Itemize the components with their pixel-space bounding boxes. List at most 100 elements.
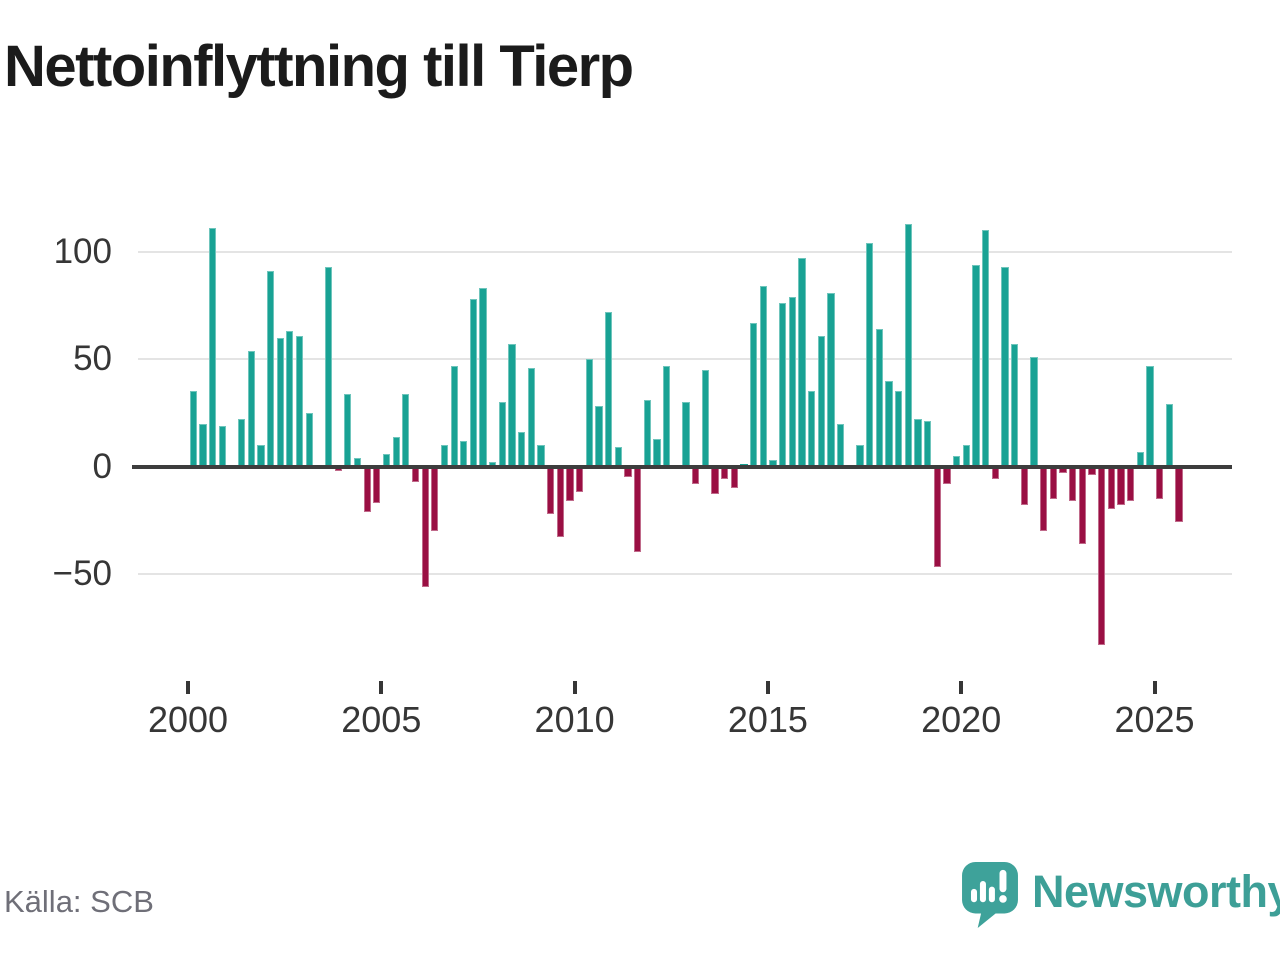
positive-bar xyxy=(498,402,507,467)
positive-bar xyxy=(324,266,333,467)
positive-bar xyxy=(1165,404,1174,467)
negative-bar xyxy=(421,466,429,587)
negative-bar xyxy=(363,466,371,512)
negative-bar xyxy=(1078,466,1087,544)
negative-bar xyxy=(411,466,420,482)
positive-bar xyxy=(1011,344,1019,467)
x-axis-tick-2020 xyxy=(959,681,964,694)
negative-bar xyxy=(730,466,739,488)
positive-bar xyxy=(1001,266,1009,467)
positive-bar xyxy=(914,419,922,467)
negative-bar xyxy=(692,466,700,484)
x-axis-label-2000: 2000 xyxy=(147,699,229,740)
negative-bar xyxy=(1107,466,1116,510)
negative-bar xyxy=(1175,466,1183,523)
positive-bar xyxy=(895,391,903,467)
negative-bar xyxy=(1127,466,1135,501)
positive-bar xyxy=(750,322,758,467)
negative-bar xyxy=(547,466,555,514)
negative-bar xyxy=(1117,466,1125,506)
positive-bar xyxy=(962,445,971,467)
positive-bar xyxy=(286,331,294,467)
newsworthy-speech-bubble-chart-icon xyxy=(962,862,1018,928)
negative-bar xyxy=(576,466,584,493)
x-axis-label-2010: 2010 xyxy=(534,699,615,740)
negative-bar xyxy=(1069,466,1077,501)
positive-bar xyxy=(653,438,661,467)
positive-bar xyxy=(266,271,275,467)
negative-bar xyxy=(431,466,439,531)
y-axis-label-100: 100 xyxy=(53,231,112,271)
positive-bar xyxy=(1146,365,1154,467)
y-axis-label-0: 0 xyxy=(92,446,112,486)
x-axis-tick-2025 xyxy=(1152,681,1157,694)
positive-bar xyxy=(798,258,806,467)
x-axis-tick-2015 xyxy=(765,681,770,694)
positive-bar xyxy=(402,393,410,467)
positive-bar xyxy=(605,312,613,467)
positive-bar xyxy=(208,228,217,467)
negative-bar xyxy=(556,466,565,538)
source-credit: Källa: SCB xyxy=(4,884,154,919)
positive-bar xyxy=(1030,357,1038,467)
negative-bar xyxy=(1040,466,1048,531)
x-axis-label-2020: 2020 xyxy=(921,699,1002,740)
positive-bar xyxy=(527,367,536,467)
positive-bar xyxy=(759,286,768,467)
positive-bar xyxy=(808,391,816,467)
positive-bar xyxy=(305,412,313,467)
positive-bar xyxy=(189,391,197,467)
positive-bar xyxy=(450,365,458,467)
negative-bar xyxy=(634,466,642,553)
positive-bar xyxy=(972,264,980,467)
positive-bar xyxy=(982,230,990,467)
positive-bar xyxy=(237,419,246,467)
negative-bar xyxy=(373,466,381,503)
negative-bar xyxy=(943,466,951,484)
gridline-100 xyxy=(138,250,1232,253)
positive-bar xyxy=(924,421,932,467)
positive-bar xyxy=(885,380,893,467)
y-axis-label-−50: −50 xyxy=(52,553,112,593)
gridline--50 xyxy=(138,572,1232,575)
zero-axis-line xyxy=(132,464,1232,469)
positive-bar xyxy=(344,393,352,467)
positive-bar xyxy=(218,425,226,467)
x-axis-tick-2005 xyxy=(379,681,384,694)
positive-bar xyxy=(469,299,478,467)
positive-bar xyxy=(663,365,671,467)
positive-bar xyxy=(518,432,526,467)
positive-bar xyxy=(440,445,449,467)
positive-bar xyxy=(276,337,284,467)
negative-bar xyxy=(933,466,942,568)
positive-bar xyxy=(508,344,516,467)
positive-bar xyxy=(595,406,603,467)
x-axis-label-2005: 2005 xyxy=(341,699,422,740)
y-axis-label-50: 50 xyxy=(73,339,112,379)
x-axis-label-2015: 2015 xyxy=(727,699,808,740)
positive-bar xyxy=(643,400,652,467)
positive-bar xyxy=(856,445,864,467)
negative-bar xyxy=(711,466,719,495)
positive-bar xyxy=(295,335,304,467)
x-axis-tick-2010 xyxy=(572,681,577,694)
positive-bar xyxy=(460,440,468,467)
negative-bar xyxy=(1020,466,1029,506)
negative-bar xyxy=(1098,466,1106,645)
positive-bar xyxy=(537,445,545,467)
positive-bar xyxy=(247,350,255,467)
positive-bar xyxy=(682,402,690,467)
positive-bar xyxy=(904,224,913,467)
negative-bar xyxy=(1156,466,1164,499)
positive-bar xyxy=(257,445,265,467)
positive-bar xyxy=(779,303,787,467)
positive-bar xyxy=(827,292,835,467)
negative-bar xyxy=(1049,466,1058,499)
positive-bar xyxy=(585,359,594,467)
x-axis-tick-2000 xyxy=(186,681,190,694)
chart-title: Nettoinflyttning till Tierp xyxy=(4,34,634,99)
gridline-50 xyxy=(138,358,1232,361)
positive-bar xyxy=(392,436,400,467)
